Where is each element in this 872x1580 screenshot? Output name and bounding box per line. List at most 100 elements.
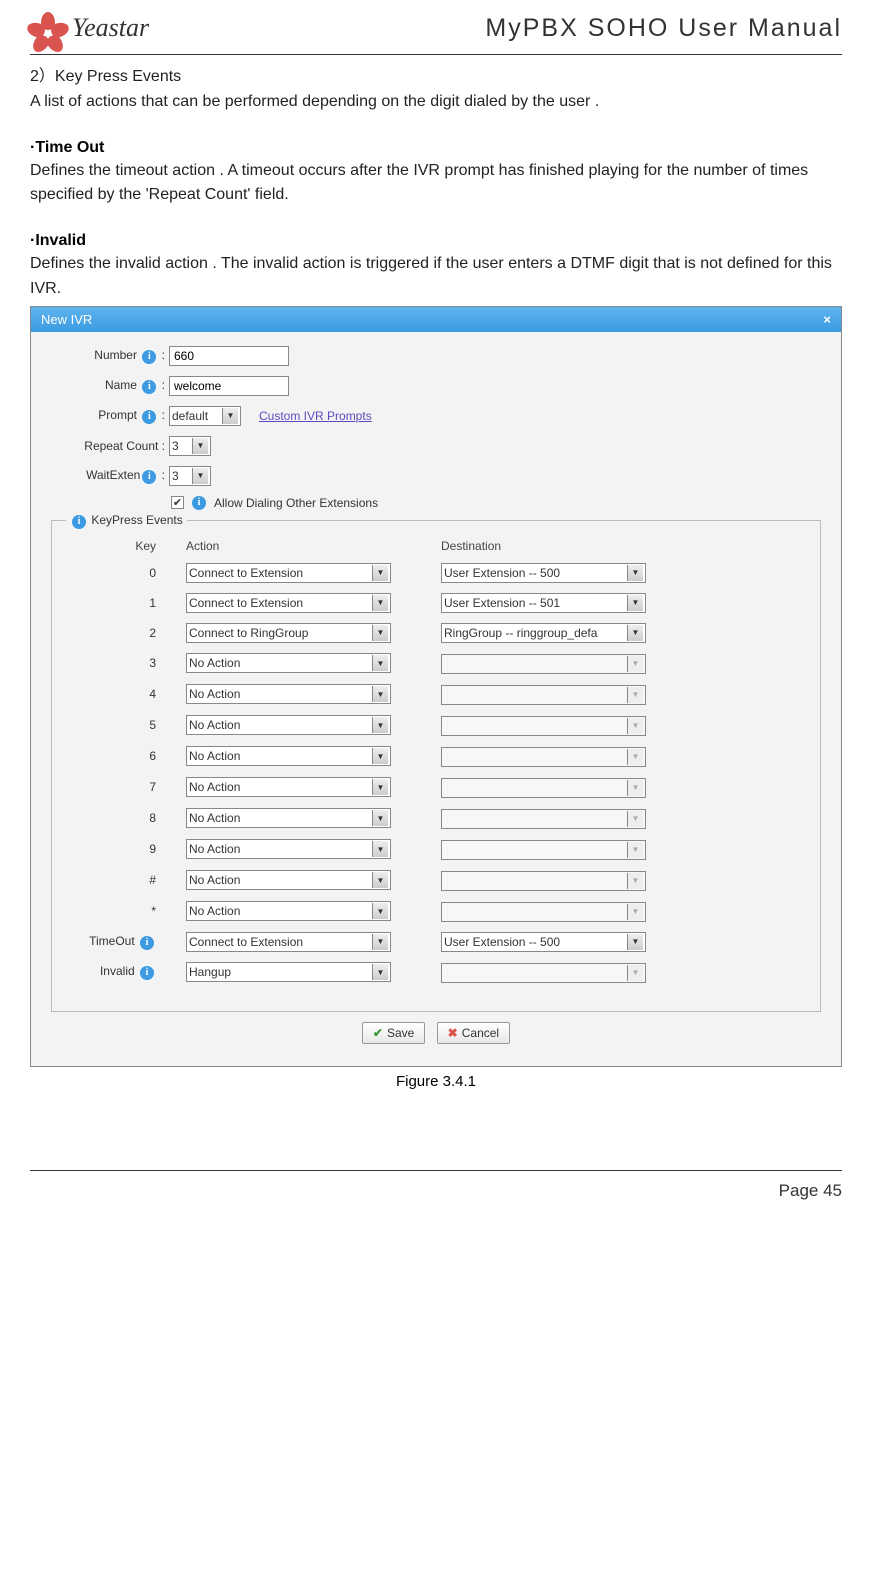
cancel-button[interactable]: ✖Cancel <box>437 1022 510 1044</box>
dialog-title: New IVR <box>41 312 92 327</box>
brand-logo: Yeastar <box>30 10 149 46</box>
invalid-dest-select: ▼ <box>441 963 646 983</box>
dest-select[interactable]: User Extension -- 501▼ <box>441 593 646 613</box>
key-label: * <box>66 904 186 918</box>
dest-select: ▼ <box>441 685 646 705</box>
chevron-down-icon: ▼ <box>372 686 388 702</box>
action-select[interactable]: No Action▼ <box>186 870 391 890</box>
repeat-select[interactable]: 3▼ <box>169 436 211 456</box>
chevron-down-icon: ▼ <box>372 779 388 795</box>
keypress-row: #No Action▼▼ <box>66 870 806 891</box>
ivr-dialog: New IVR × Number i : Name i : Prompt i :… <box>30 306 842 1067</box>
allow-dial-label: Allow Dialing Other Extensions <box>214 496 378 510</box>
prompt-select[interactable]: default▼ <box>169 406 241 426</box>
chevron-down-icon: ▼ <box>627 965 643 981</box>
action-select[interactable]: No Action▼ <box>186 746 391 766</box>
x-icon: ✖ <box>448 1026 458 1040</box>
keypress-row: 8No Action▼▼ <box>66 808 806 829</box>
action-select[interactable]: No Action▼ <box>186 715 391 735</box>
info-icon: i <box>72 515 86 529</box>
name-input[interactable] <box>169 376 289 396</box>
keypress-row: 2Connect to RingGroup▼RingGroup -- ringg… <box>66 623 806 643</box>
chevron-down-icon: ▼ <box>372 841 388 857</box>
action-select[interactable]: No Action▼ <box>186 777 391 797</box>
chevron-down-icon: ▼ <box>627 904 643 920</box>
custom-prompts-link[interactable]: Custom IVR Prompts <box>259 409 372 423</box>
subsection-title: 2）Key Press Events <box>30 65 842 90</box>
key-label: 4 <box>66 687 186 701</box>
action-select[interactable]: No Action▼ <box>186 653 391 673</box>
action-select[interactable]: No Action▼ <box>186 839 391 859</box>
chevron-down-icon: ▼ <box>627 565 643 581</box>
dest-select[interactable]: User Extension -- 500▼ <box>441 563 646 583</box>
chevron-down-icon: ▼ <box>372 625 388 641</box>
check-icon: ✔ <box>373 1026 383 1040</box>
keypress-row: 5No Action▼▼ <box>66 715 806 736</box>
dest-select[interactable]: RingGroup -- ringgroup_defa▼ <box>441 623 646 643</box>
keypress-row: 0Connect to Extension▼User Extension -- … <box>66 563 806 583</box>
action-select[interactable]: No Action▼ <box>186 808 391 828</box>
chevron-down-icon: ▼ <box>372 655 388 671</box>
chevron-down-icon: ▼ <box>627 780 643 796</box>
timeout-heading: ·Time Out <box>30 139 842 157</box>
invalid-action-select[interactable]: Hangup▼ <box>186 962 391 982</box>
number-label: Number <box>94 348 137 362</box>
number-input[interactable] <box>169 346 289 366</box>
keypress-fieldset: i KeyPress Events Key Action Destination… <box>51 520 821 1012</box>
manual-title: MyPBX SOHO User Manual <box>485 14 842 43</box>
chevron-down-icon: ▼ <box>627 873 643 889</box>
key-label: 6 <box>66 749 186 763</box>
waitexten-select[interactable]: 3▼ <box>169 466 211 486</box>
action-select[interactable]: No Action▼ <box>186 684 391 704</box>
keypress-row: 1Connect to Extension▼ User Extension -- … <box>66 593 806 613</box>
keypress-row: 4No Action▼▼ <box>66 684 806 705</box>
chevron-down-icon: ▼ <box>627 718 643 734</box>
name-label: Name <box>105 378 137 392</box>
key-label: 1 <box>66 596 186 610</box>
chevron-down-icon: ▼ <box>627 625 643 641</box>
dest-select: ▼ <box>441 778 646 798</box>
chevron-down-icon: ▼ <box>372 872 388 888</box>
timeout-row-label: TimeOut <box>89 934 135 948</box>
prompt-label: Prompt <box>98 408 137 422</box>
keypress-row: *No Action▼▼ <box>66 901 806 922</box>
timeout-action-select[interactable]: Connect to Extension▼ <box>186 932 391 952</box>
close-icon[interactable]: × <box>823 312 831 327</box>
chevron-down-icon: ▼ <box>627 687 643 703</box>
action-select[interactable]: Connect to Extension▼ <box>186 593 391 613</box>
action-select[interactable]: Connect to Extension▼ <box>186 563 391 583</box>
action-select[interactable]: Connect to RingGroup▼ <box>186 623 391 643</box>
chevron-down-icon: ▼ <box>372 964 388 980</box>
keypress-legend: KeyPress Events <box>91 513 182 527</box>
chevron-down-icon: ▼ <box>627 749 643 765</box>
info-icon: i <box>142 470 156 484</box>
chevron-down-icon: ▼ <box>372 810 388 826</box>
dialog-titlebar: New IVR × <box>31 307 841 332</box>
chevron-down-icon: ▼ <box>372 595 388 611</box>
subsection-desc: A list of actions that can be performed … <box>30 90 842 115</box>
dest-select: ▼ <box>441 747 646 767</box>
timeout-dest-select[interactable]: User Extension -- 500▼ <box>441 932 646 952</box>
action-column-header: Action <box>186 539 411 553</box>
chevron-down-icon: ▼ <box>627 595 643 611</box>
action-select[interactable]: No Action▼ <box>186 901 391 921</box>
info-icon: i <box>142 350 156 364</box>
info-icon: i <box>142 410 156 424</box>
page-footer: Page 45 <box>30 1170 842 1221</box>
chevron-down-icon: ▼ <box>372 903 388 919</box>
figure-caption: Figure 3.4.1 <box>30 1073 842 1090</box>
chevron-down-icon: ▼ <box>372 748 388 764</box>
key-label: 3 <box>66 656 186 670</box>
chevron-down-icon: ▼ <box>372 565 388 581</box>
dest-column-header: Destination <box>441 539 666 553</box>
key-label: 7 <box>66 780 186 794</box>
info-icon: i <box>142 380 156 394</box>
keypress-row: 7No Action▼▼ <box>66 777 806 798</box>
flower-icon <box>30 10 66 46</box>
keypress-row: 6No Action▼▼ <box>66 746 806 767</box>
allow-dial-checkbox[interactable]: ✔ <box>171 496 184 509</box>
chevron-down-icon: ▼ <box>222 408 238 424</box>
invalid-row-label: Invalid <box>100 964 135 978</box>
info-icon: i <box>140 966 154 980</box>
save-button[interactable]: ✔Save <box>362 1022 425 1044</box>
